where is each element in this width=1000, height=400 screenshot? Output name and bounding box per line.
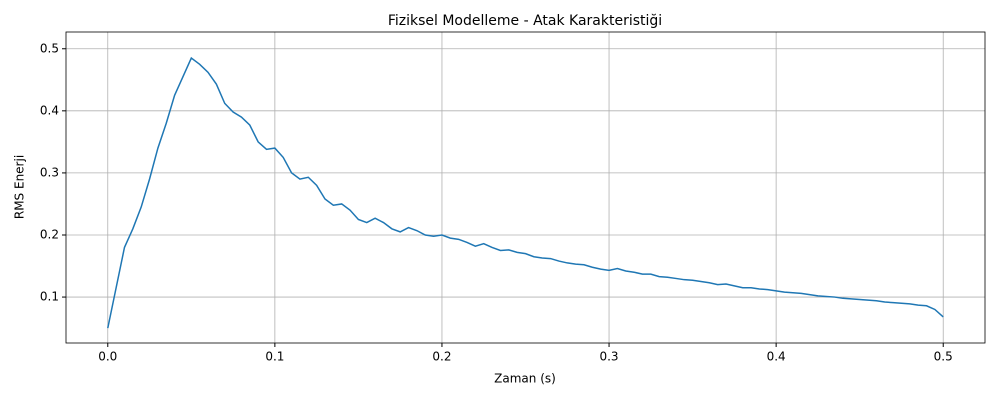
y-tick-label: 0.5 [40, 41, 59, 55]
data-line [107, 56, 944, 329]
chart-title: Fiziksel Modelleme - Atak Karakteristiği [388, 13, 662, 29]
plot-frame [65, 31, 986, 344]
x-axis-label: Zaman (s) [494, 372, 556, 386]
x-tick-label: 0.0 [98, 350, 117, 364]
y-tick-label: 0.2 [40, 227, 59, 241]
x-tick-label: 0.5 [934, 350, 953, 364]
x-tick-label: 0.3 [599, 350, 618, 364]
y-tick-label: 0.4 [40, 103, 59, 117]
x-tick-label: 0.2 [432, 350, 451, 364]
x-tick-label: 0.1 [265, 350, 284, 364]
y-tick-label: 0.1 [40, 290, 59, 304]
y-axis-label: RMS Enerji [13, 155, 27, 219]
y-tick-label: 0.3 [40, 165, 59, 179]
x-tick-label: 0.4 [767, 350, 786, 364]
